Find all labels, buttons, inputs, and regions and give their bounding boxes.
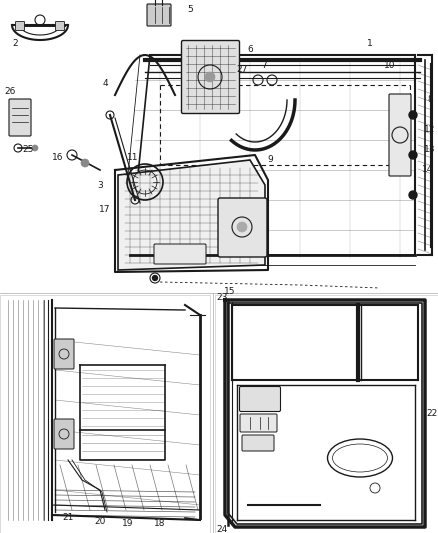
Circle shape <box>32 145 38 151</box>
Text: 18: 18 <box>154 519 166 528</box>
Circle shape <box>409 151 417 159</box>
Text: 12: 12 <box>424 125 436 134</box>
Text: 16: 16 <box>52 154 64 163</box>
FancyBboxPatch shape <box>154 244 206 264</box>
Text: 15: 15 <box>224 287 236 296</box>
FancyBboxPatch shape <box>240 386 280 411</box>
Text: 13: 13 <box>424 146 436 155</box>
Circle shape <box>205 72 215 82</box>
Text: 27: 27 <box>237 66 247 75</box>
Text: 5: 5 <box>187 5 193 14</box>
FancyBboxPatch shape <box>218 198 267 257</box>
Text: 3: 3 <box>97 181 103 190</box>
Text: 11: 11 <box>127 154 139 163</box>
FancyBboxPatch shape <box>54 339 74 369</box>
FancyBboxPatch shape <box>9 99 31 136</box>
Circle shape <box>409 191 417 199</box>
FancyBboxPatch shape <box>147 4 171 26</box>
Text: 25: 25 <box>22 146 34 155</box>
Bar <box>0 0 438 290</box>
Text: 4: 4 <box>102 78 108 87</box>
Text: 9: 9 <box>267 156 273 165</box>
FancyBboxPatch shape <box>181 41 240 114</box>
FancyBboxPatch shape <box>240 414 277 432</box>
FancyBboxPatch shape <box>56 21 64 30</box>
Text: 21: 21 <box>62 513 74 522</box>
FancyBboxPatch shape <box>389 94 411 176</box>
Circle shape <box>237 222 247 232</box>
Circle shape <box>152 276 158 280</box>
Text: 19: 19 <box>122 519 134 528</box>
Bar <box>215 295 438 533</box>
FancyBboxPatch shape <box>54 419 74 449</box>
Text: 1: 1 <box>367 39 373 49</box>
Text: 23: 23 <box>216 294 228 303</box>
Text: 20: 20 <box>94 518 106 527</box>
FancyBboxPatch shape <box>15 21 25 30</box>
Polygon shape <box>118 160 265 270</box>
Text: 26: 26 <box>4 87 16 96</box>
Text: 7: 7 <box>261 61 267 69</box>
Bar <box>0 295 210 533</box>
FancyBboxPatch shape <box>242 435 274 451</box>
Text: 17: 17 <box>99 206 111 214</box>
Text: 2: 2 <box>12 39 18 49</box>
Text: 8: 8 <box>427 95 433 104</box>
Circle shape <box>409 111 417 119</box>
Text: 6: 6 <box>247 45 253 54</box>
Text: 10: 10 <box>384 61 396 69</box>
Text: 24: 24 <box>216 526 228 533</box>
Circle shape <box>81 159 89 167</box>
Text: 22: 22 <box>426 408 438 417</box>
Text: 14: 14 <box>422 166 434 174</box>
